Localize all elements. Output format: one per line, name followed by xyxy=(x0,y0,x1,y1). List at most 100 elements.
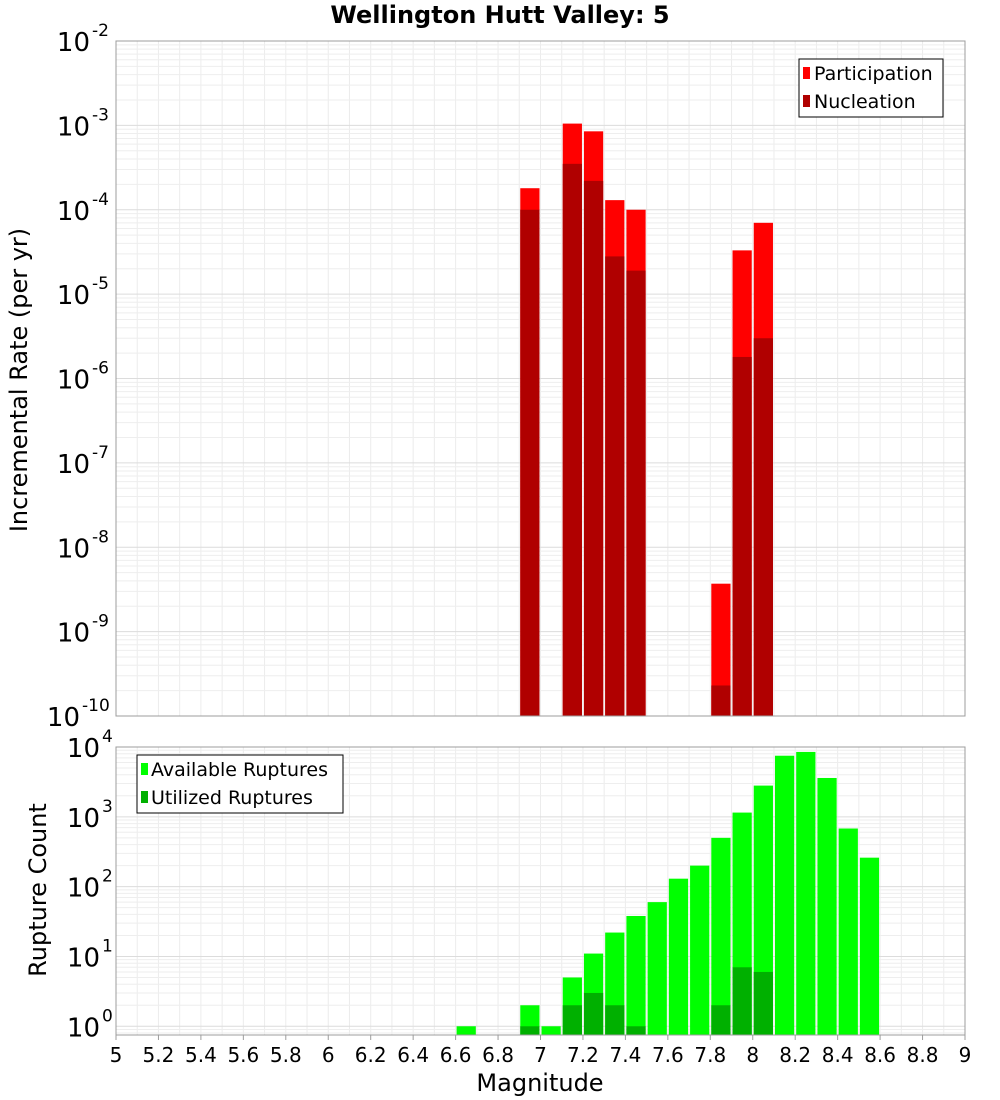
bottom-legend-box xyxy=(136,754,344,814)
x-tick-label: 5.6 xyxy=(227,1043,259,1067)
top-bar-nucleation xyxy=(753,338,773,716)
top-bar-nucleation xyxy=(520,209,540,716)
x-axis-ticks: 5 5.2 5.4 5.6 5.8 6 6.2 6.4 6.6 6.8 7 7.2 7.4 7.6 7.8 8… xyxy=(110,1035,972,1067)
legend-label-participation: Participation xyxy=(814,63,933,85)
bottom-bar-available-ruptures xyxy=(838,828,858,1035)
x-tick-label: 5.4 xyxy=(185,1043,217,1067)
y-tick-base: 10 xyxy=(47,703,80,733)
y-tick-exponent: 1 xyxy=(102,936,113,956)
bottom-bar-utilized-ruptures xyxy=(753,971,773,1035)
bottom-bar-available-ruptures xyxy=(626,915,646,1035)
top-legend-box xyxy=(798,58,944,118)
top-bar-nucleation xyxy=(605,256,625,716)
y-tick-base: 10 xyxy=(57,112,90,142)
x-tick-label: 9 xyxy=(959,1043,972,1067)
y-tick-exponent: -2 xyxy=(92,21,109,41)
legend-label-utilized: Utilized Ruptures xyxy=(151,787,313,809)
y-tick-base: 10 xyxy=(67,874,100,904)
y-tick-exponent: 3 xyxy=(102,797,113,817)
bottom-bar-available-ruptures xyxy=(711,837,731,1035)
y-tick-base: 10 xyxy=(67,804,100,834)
bottom-bar-available-ruptures xyxy=(668,878,689,1035)
x-tick-label: 5 xyxy=(110,1043,123,1067)
x-tick-label: 7.4 xyxy=(609,1043,641,1067)
y-tick-label: 10 2 xyxy=(67,867,113,904)
x-tick-label: 6.6 xyxy=(440,1043,472,1067)
y-tick-label: 10 -5 xyxy=(57,274,109,311)
top-bar-nucleation xyxy=(626,270,646,716)
bottom-bar-utilized-ruptures xyxy=(520,1026,540,1035)
bottom-bar-utilized-ruptures xyxy=(732,967,752,1035)
bottom-legend: Available Ruptures Utilized Ruptures xyxy=(136,754,344,814)
x-tick-label: 7.6 xyxy=(652,1043,684,1067)
y-tick-label: 10 -2 xyxy=(57,21,109,58)
bottom-bar-available-ruptures xyxy=(817,777,837,1035)
x-tick-label: 8.6 xyxy=(864,1043,896,1067)
top-bar-nucleation xyxy=(711,685,731,716)
x-tick-label: 8.8 xyxy=(907,1043,939,1067)
bottom-bar-available-ruptures xyxy=(541,1026,561,1035)
legend-label-available: Available Ruptures xyxy=(151,759,328,781)
top-plot-bars xyxy=(520,123,773,717)
y-tick-base: 10 xyxy=(67,1013,100,1043)
legend-swatch-participation xyxy=(803,67,810,79)
bottom-bar-utilized-ruptures xyxy=(605,1005,625,1035)
bottom-bar-utilized-ruptures xyxy=(583,992,604,1035)
bottom-bar-utilized-ruptures xyxy=(711,1005,731,1035)
bottom-bar-available-ruptures xyxy=(690,865,710,1035)
y-tick-exponent: -3 xyxy=(92,105,109,125)
x-tick-label: 7.8 xyxy=(694,1043,726,1067)
y-tick-exponent: -10 xyxy=(82,696,110,716)
y-tick-base: 10 xyxy=(57,534,90,564)
y-tick-exponent: -9 xyxy=(92,612,109,632)
y-tick-base: 10 xyxy=(57,619,90,649)
y-tick-label: 10 4 xyxy=(67,727,113,764)
x-tick-label: 8 xyxy=(746,1043,759,1067)
y-tick-exponent: 0 xyxy=(102,1006,113,1026)
top-bar-participation xyxy=(711,583,731,716)
y-tick-exponent: 4 xyxy=(102,727,113,747)
top-legend: Participation Nucleation xyxy=(798,58,944,118)
top-bar-nucleation xyxy=(583,180,604,716)
y-tick-label: 10 -3 xyxy=(57,105,109,142)
y-tick-exponent: 2 xyxy=(102,867,113,887)
bottom-bar-available-ruptures xyxy=(456,1026,476,1035)
y-tick-base: 10 xyxy=(57,450,90,480)
x-tick-label: 8.2 xyxy=(779,1043,811,1067)
top-bar-nucleation xyxy=(732,356,752,716)
y-tick-label: 10 1 xyxy=(67,936,113,973)
y-tick-base: 10 xyxy=(57,281,90,311)
x-tick-label: 5.8 xyxy=(270,1043,302,1067)
chart-title: Wellington Hutt Valley: 5 xyxy=(330,1,669,29)
top-y-axis-label: Incremental Rate (per yr) xyxy=(5,228,33,532)
bottom-bar-available-ruptures xyxy=(647,902,667,1035)
bottom-bar-available-ruptures xyxy=(796,751,816,1035)
y-tick-base: 10 xyxy=(67,943,100,973)
y-tick-label: 10 -8 xyxy=(57,527,109,564)
legend-swatch-available xyxy=(141,763,148,775)
y-tick-label: 10 -6 xyxy=(57,359,109,396)
y-tick-label: 10 3 xyxy=(67,797,113,834)
y-tick-exponent: -7 xyxy=(92,443,109,463)
bottom-bar-utilized-ruptures xyxy=(562,1005,582,1035)
top-bar-nucleation xyxy=(562,163,582,717)
top-plot-grid xyxy=(115,41,966,717)
x-tick-label: 8.4 xyxy=(822,1043,854,1067)
bottom-bar-utilized-ruptures xyxy=(626,1026,646,1035)
x-axis-label: Magnitude xyxy=(476,1069,603,1097)
y-tick-label: 10 -9 xyxy=(57,612,109,649)
x-tick-label: 5.2 xyxy=(143,1043,175,1067)
y-tick-label: 10 -10 xyxy=(47,696,110,733)
bottom-y-axis-label: Rupture Count xyxy=(24,803,52,977)
y-tick-exponent: -5 xyxy=(92,274,109,294)
legend-swatch-nucleation xyxy=(803,95,810,107)
legend-label-nucleation: Nucleation xyxy=(814,91,916,113)
x-tick-label: 7 xyxy=(534,1043,547,1067)
y-tick-base: 10 xyxy=(57,197,90,227)
y-tick-label: 10 -7 xyxy=(57,443,109,480)
x-tick-label: 6 xyxy=(322,1043,335,1067)
y-tick-base: 10 xyxy=(67,734,100,764)
x-tick-label: 6.4 xyxy=(397,1043,429,1067)
y-tick-base: 10 xyxy=(57,366,90,396)
